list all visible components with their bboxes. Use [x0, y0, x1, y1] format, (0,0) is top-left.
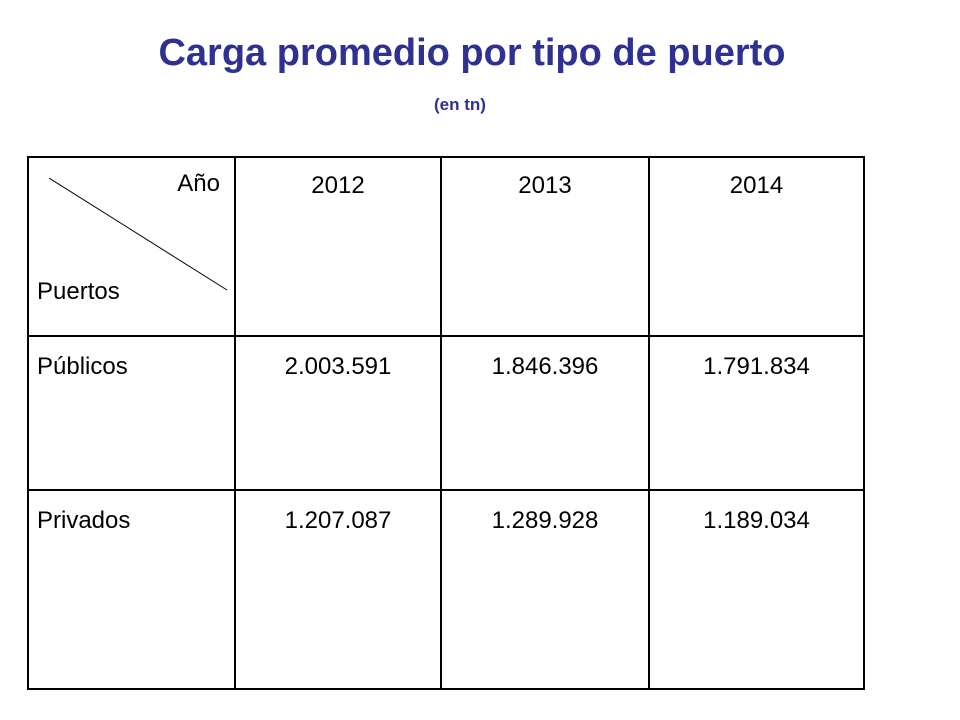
data-table: Año Puertos 2012 2013 2014 Públicos 2.00…: [27, 156, 865, 690]
row-label-privados: Privados: [27, 489, 236, 690]
corner-header-cell: Año Puertos: [27, 156, 236, 337]
year-axis-label: Año: [177, 170, 220, 197]
page-title: Carga promedio por tipo de puerto: [158, 32, 786, 74]
ports-axis-label: Puertos: [37, 278, 120, 305]
table-cell: 1.846.396: [440, 335, 650, 491]
table-row: Públicos 2.003.591 1.846.396 1.791.834: [27, 335, 865, 491]
column-header-2012: 2012: [234, 156, 442, 337]
column-header-2013: 2013: [440, 156, 650, 337]
table-row: Privados 1.207.087 1.289.928 1.189.034: [27, 489, 865, 690]
diagonal-divider-line: [49, 178, 228, 291]
page-subtitle: (en tn): [434, 95, 486, 114]
table-header-row: Año Puertos 2012 2013 2014: [27, 156, 865, 337]
table-cell: 1.791.834: [648, 335, 865, 491]
table-cell: 2.003.591: [234, 335, 442, 491]
row-label-publicos: Públicos: [27, 335, 236, 491]
column-header-2014: 2014: [648, 156, 865, 337]
table-cell: 1.289.928: [440, 489, 650, 690]
table-cell: 1.189.034: [648, 489, 865, 690]
table-cell: 1.207.087: [234, 489, 442, 690]
